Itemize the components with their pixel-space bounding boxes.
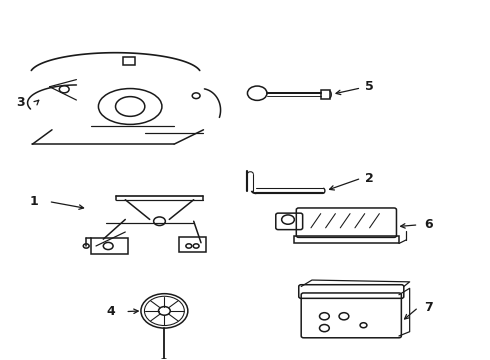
Bar bbox=[179, 237, 206, 252]
Bar bbox=[91, 238, 128, 253]
Text: 7: 7 bbox=[424, 301, 433, 314]
Bar bbox=[123, 57, 135, 65]
Text: 5: 5 bbox=[365, 80, 374, 93]
Text: 6: 6 bbox=[424, 218, 433, 231]
Bar bbox=[294, 235, 399, 243]
Text: 2: 2 bbox=[365, 172, 374, 185]
Text: 1: 1 bbox=[29, 195, 38, 208]
Text: 4: 4 bbox=[106, 305, 115, 318]
Bar bbox=[321, 90, 330, 99]
Text: 3: 3 bbox=[16, 96, 24, 109]
